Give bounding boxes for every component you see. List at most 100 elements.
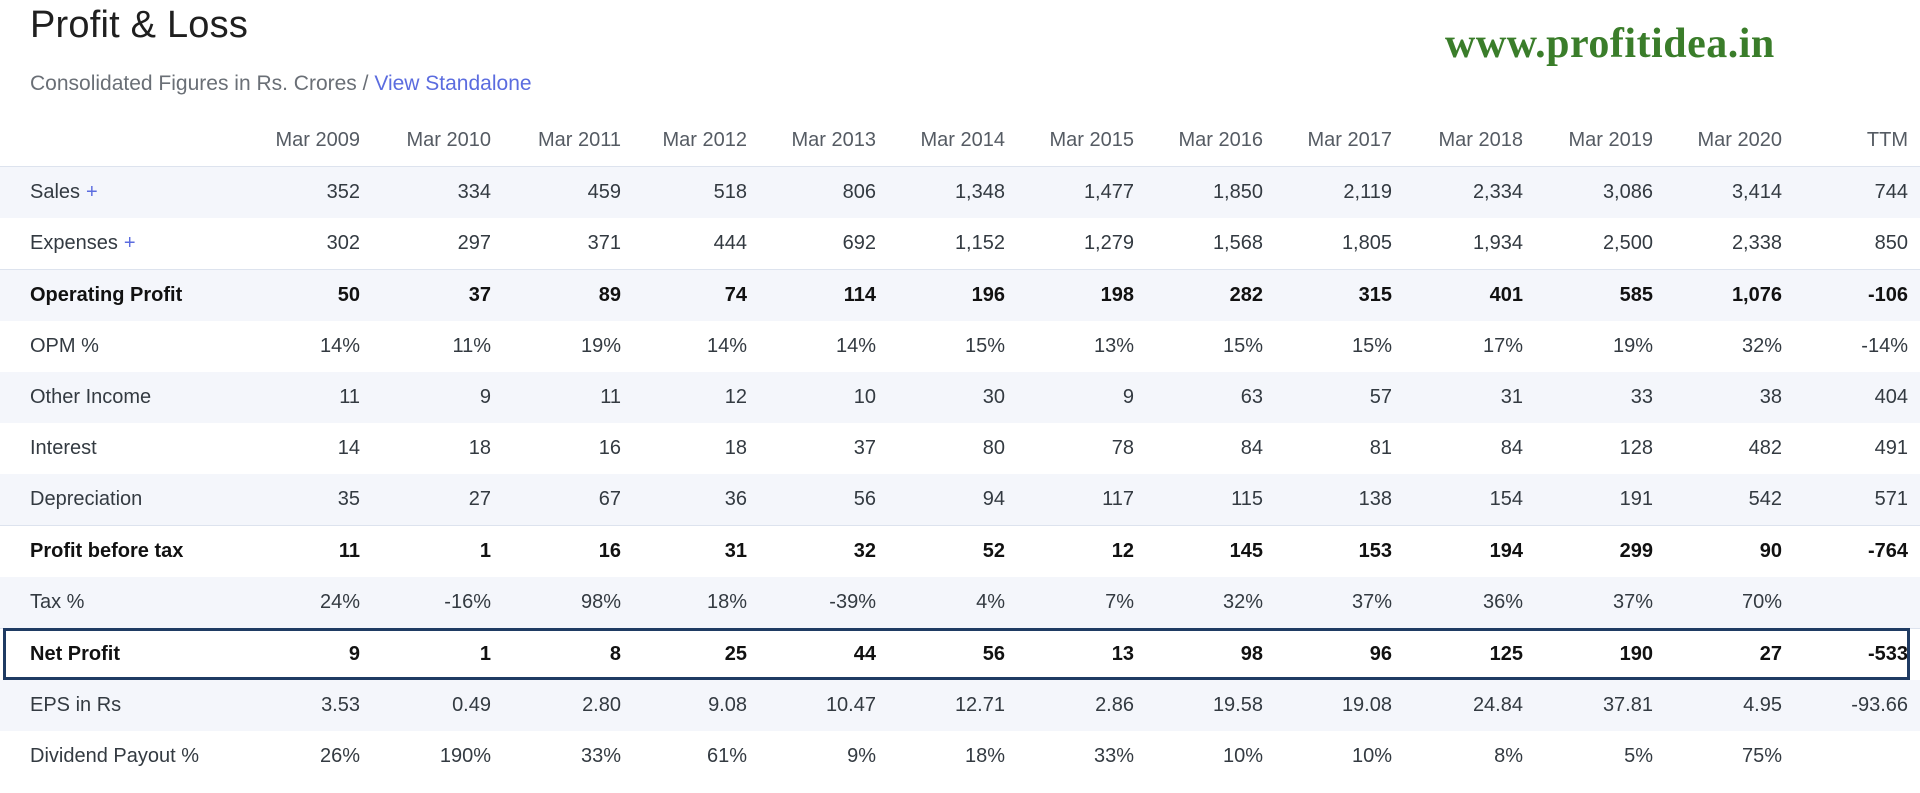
table-cell: 806 [759,166,888,218]
table-cell: 75% [1741,745,1782,767]
table-row: Net Profit 9 1 8 25 44 56 13 98 96 125 190 27 -533 [0,628,1920,680]
table-cell: 850 [1874,232,1908,254]
table-cell: 80 [982,437,1005,459]
row-label[interactable]: Sales + [0,166,245,218]
row-label: OPM % [0,321,245,372]
table-row: OPM % 14% 11% 19% 14% 14% 15% 13% 15% 15% 17% 19% 32… [0,321,1920,372]
table-cell: 84 [1500,437,1523,459]
subtitle-text: Consolidated Figures in Rs. Crores / [30,72,375,95]
table-cell: 18% [633,577,759,629]
table-cell: 297 [457,232,491,254]
table-cell: 542 [1665,474,1794,526]
table-cell: 1,279 [1083,232,1134,254]
profit-loss-table: Mar 2009 Mar 2010 Mar 2011 Mar 2012 Mar … [0,114,1920,782]
row-label: EPS in Rs [0,680,245,731]
table-cell: 15% [1222,335,1263,357]
table-cell: 16 [598,437,621,459]
table-row: Expenses +302 297 371 444 692 1,152 1,279 1,568 1… [0,218,1920,270]
table-cell: 1,568 [1212,232,1263,254]
table-cell: 18 [468,437,491,459]
row-label-text: Dividend Payout % [30,745,199,767]
table-cell: 198 [1017,269,1146,321]
table-cell: 14 [337,437,360,459]
table-cell: 36 [633,474,759,526]
table-cell: 8% [1494,745,1523,767]
column-header: Mar 2017 [1307,128,1393,151]
table-cell: 114 [759,269,888,321]
table-row: Profit before tax 11 1 16 31 32 52 12 145 153 194 2… [0,525,1920,577]
table-cell: 196 [888,269,1017,321]
table-cell: 89 [503,269,633,321]
column-header: Mar 2013 [791,128,877,151]
table-cell: 14% [319,335,360,357]
table-cell: 282 [1146,269,1275,321]
column-header: Mar 2019 [1568,128,1654,151]
table-cell: 571 [1794,474,1920,526]
table-cell: 4.95 [1665,680,1794,731]
table-cell: 190 [1535,628,1665,680]
column-header: Mar 2020 [1697,128,1783,151]
table-cell: 518 [633,166,759,218]
row-label: Profit before tax [0,525,245,577]
table-cell: 32 [759,525,888,577]
table-cell: 2.86 [1017,680,1146,731]
table-row: Depreciation 35 27 67 36 56 94 117 115 138 154 191 5… [0,474,1920,526]
table-cell: 1,850 [1146,166,1275,218]
table-cell: 2,338 [1731,232,1782,254]
table-cell: 26% [319,745,360,767]
table-row: Tax % 24% -16% 98% 18% -39% 4% 7% 32% 37% 36% 37% 70… [0,577,1920,629]
table-cell: 33% [1093,745,1134,767]
table-cell: 63 [1146,372,1275,423]
table-cell: 32% [1741,335,1782,357]
table-cell: 117 [1017,474,1146,526]
row-label: Tax % [0,577,245,629]
row-label: Net Profit [0,628,245,680]
row-label[interactable]: Expenses + [0,218,245,270]
row-label-text: Expenses [30,232,118,254]
table-cell: 404 [1794,372,1920,423]
row-label-text: Sales [30,181,81,203]
table-cell: 1,477 [1017,166,1146,218]
column-header: Mar 2015 [1049,128,1135,151]
table-cell: 482 [1748,437,1782,459]
table-cell: 13 [1017,628,1146,680]
header-cell-label [0,114,245,167]
table-cell: 115 [1146,474,1275,526]
table-cell: -764 [1794,525,1920,577]
table-cell: 67 [503,474,633,526]
table-cell: 19.58 [1146,680,1275,731]
column-header: Mar 2014 [920,128,1006,151]
table-cell: 13% [1093,335,1134,357]
row-label-text: Tax % [30,591,85,613]
table-cell: 14% [835,335,876,357]
table-cell: 11 [503,372,633,423]
expand-icon[interactable]: + [123,232,136,254]
table-cell: 12.71 [888,680,1017,731]
column-header: Mar 2018 [1438,128,1524,151]
table-cell: -106 [1794,269,1920,321]
table-cell: 14% [706,335,747,357]
table-row: Interest 14 18 16 18 37 80 78 84 81 84 128 482 491 [0,423,1920,474]
table-row: Other Income 11 9 11 12 10 30 9 63 57 31 33 38 404 [0,372,1920,423]
table-cell: 190% [439,745,491,767]
table-cell: 1,348 [888,166,1017,218]
table-cell: 84 [1240,437,1263,459]
table-cell: 1,934 [1472,232,1523,254]
table-cell: 33% [580,745,621,767]
table-cell: 18 [724,437,747,459]
table-cell: 38 [1665,372,1794,423]
table-cell: 57 [1275,372,1404,423]
table-cell: 36% [1404,577,1535,629]
table-cell: -14% [1861,335,1908,357]
table-cell: 31 [1404,372,1535,423]
table-cell: 27 [1665,628,1794,680]
table-cell: 27 [372,474,503,526]
row-label: Other Income [0,372,245,423]
page-subtitle: Consolidated Figures in Rs. Crores / Vie… [30,72,532,96]
table-cell: 125 [1404,628,1535,680]
view-standalone-link[interactable]: View Standalone [374,72,532,95]
expand-icon[interactable]: + [86,181,98,203]
table-cell [1794,577,1920,629]
table-cell: 81 [1369,437,1392,459]
table-cell: 18% [964,745,1005,767]
